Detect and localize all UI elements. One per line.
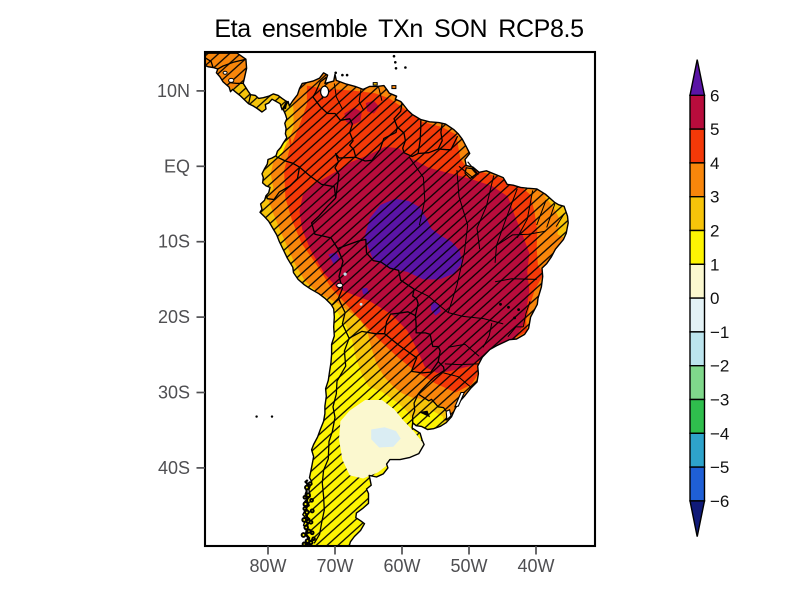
svg-text:20S: 20S [158, 307, 190, 327]
svg-text:5: 5 [710, 120, 719, 139]
svg-text:−6: −6 [710, 492, 729, 511]
svg-text:80W: 80W [249, 556, 286, 576]
svg-text:2: 2 [710, 222, 719, 241]
svg-text:1: 1 [710, 255, 719, 274]
svg-text:−3: −3 [710, 391, 729, 410]
svg-text:40S: 40S [158, 458, 190, 478]
svg-text:−1: −1 [710, 323, 729, 342]
svg-text:−2: −2 [710, 357, 729, 376]
svg-text:40W: 40W [517, 556, 554, 576]
svg-text:10N: 10N [157, 81, 190, 101]
svg-text:Eta ensemble TXn SON RCP8.5: Eta ensemble TXn SON RCP8.5 [214, 15, 583, 43]
svg-text:4: 4 [710, 154, 719, 173]
svg-text:−5: −5 [710, 458, 729, 477]
svg-text:EQ: EQ [164, 156, 190, 176]
svg-text:50W: 50W [450, 556, 487, 576]
svg-text:60W: 60W [383, 556, 420, 576]
svg-text:10S: 10S [158, 232, 190, 252]
svg-text:30S: 30S [158, 383, 190, 403]
svg-text:−4: −4 [710, 424, 729, 443]
svg-text:3: 3 [710, 188, 719, 207]
svg-text:70W: 70W [316, 556, 353, 576]
svg-text:6: 6 [710, 86, 719, 105]
svg-text:0: 0 [710, 289, 719, 308]
